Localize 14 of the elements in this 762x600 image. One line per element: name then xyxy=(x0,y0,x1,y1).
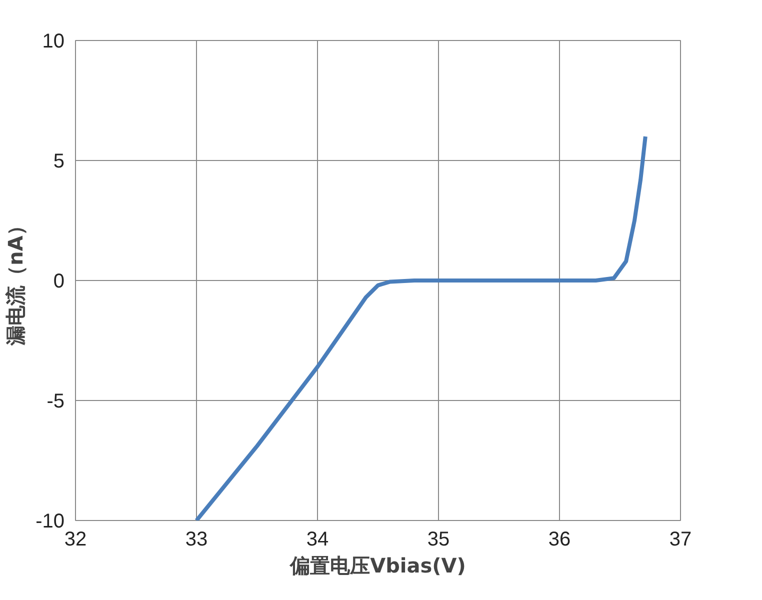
y-tick-label: 0 xyxy=(53,270,64,292)
x-axis-title: 偏置电压Vbias(V) xyxy=(289,554,466,578)
y-tick-label: -5 xyxy=(46,390,65,412)
x-tick-label: 32 xyxy=(64,528,87,550)
y-tick-label: -10 xyxy=(36,510,64,532)
line-series xyxy=(194,134,648,520)
x-tick-label: 37 xyxy=(669,528,692,550)
x-tick-label: 35 xyxy=(427,528,450,550)
x-tick-label: 34 xyxy=(306,528,329,550)
x-tick-label: 36 xyxy=(548,528,571,550)
y-tick-label: 10 xyxy=(42,30,65,52)
y-tick-label: 5 xyxy=(53,150,64,172)
y-axis-title: 漏电流（nA） xyxy=(4,216,28,346)
x-tick-label: 33 xyxy=(185,528,208,550)
